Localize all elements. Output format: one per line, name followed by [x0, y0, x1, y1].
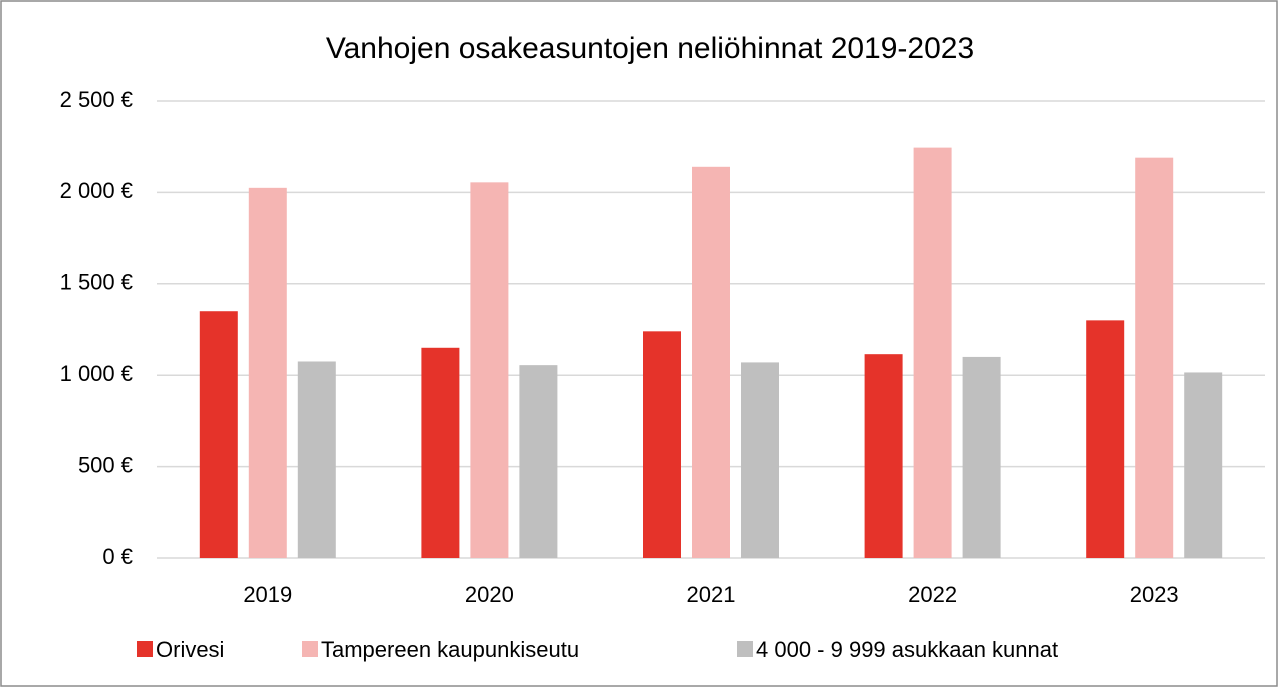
x-tick-label: 2022 [908, 582, 957, 607]
legend-swatch [737, 641, 753, 657]
bar [692, 166, 730, 559]
chart-title: Vanhojen osakeasuntojen neliöhinnat 2019… [326, 32, 974, 65]
legend-label: Tampereen kaupunkiseutu [321, 637, 579, 662]
x-tick-label: 2021 [687, 582, 736, 607]
y-tick-label: 1 000 € [60, 361, 133, 386]
bar [913, 147, 952, 558]
bar [864, 354, 903, 558]
legend-label: Orivesi [156, 637, 224, 662]
bar [297, 361, 336, 558]
y-tick-label: 1 500 € [60, 270, 133, 295]
y-tick-label: 500 € [78, 452, 133, 477]
bar [1184, 372, 1223, 558]
bar [741, 362, 779, 558]
bar [519, 365, 558, 558]
legend-swatch [137, 641, 153, 657]
bar [1086, 320, 1125, 558]
y-tick-label: 2 500 € [60, 87, 133, 112]
legend-swatch [302, 641, 318, 657]
bar [199, 311, 238, 558]
legend-label: 4 000 - 9 999 asukkaan kunnat [756, 637, 1058, 662]
y-tick-label: 2 000 € [60, 178, 133, 203]
x-tick-label: 2020 [465, 582, 514, 607]
x-tick-label: 2023 [1130, 582, 1179, 607]
x-tick-label: 2019 [243, 582, 292, 607]
bar [470, 182, 509, 558]
bar [248, 187, 287, 558]
bar [643, 331, 681, 558]
bar [1135, 157, 1174, 558]
y-tick-label: 0 € [102, 544, 133, 569]
bar [421, 347, 460, 558]
bar [962, 356, 1001, 558]
